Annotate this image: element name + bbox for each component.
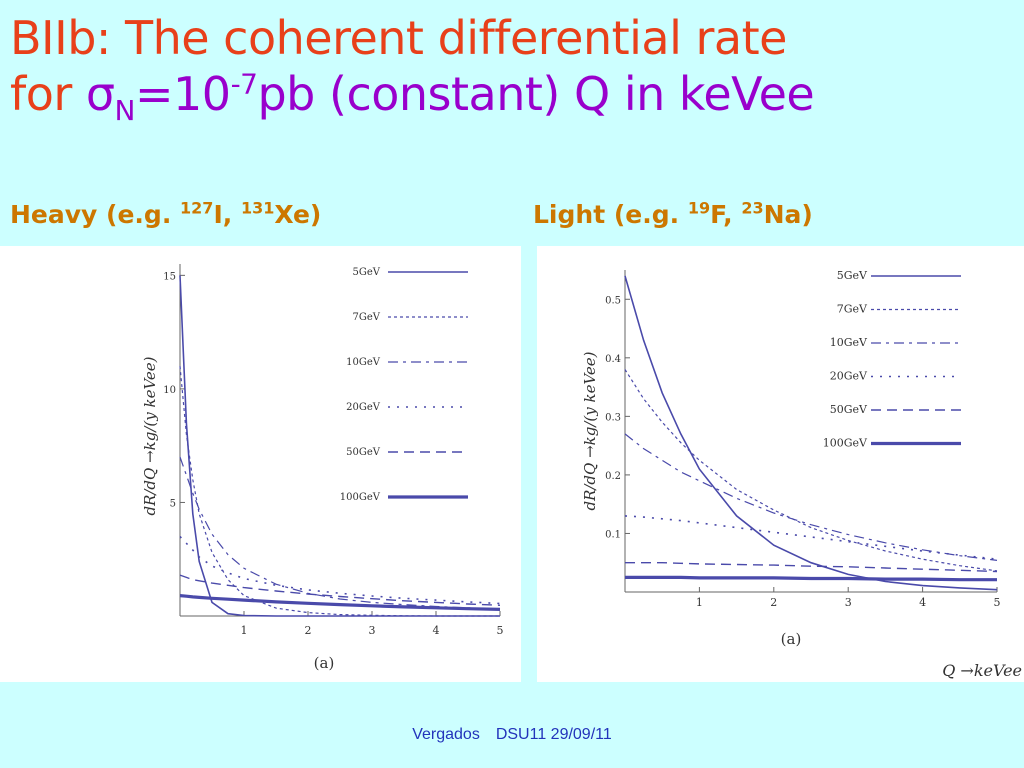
heavy-subtitle: Heavy (e.g. 127I, 131Xe) [10,200,321,229]
x-tick-label: 3 [369,624,376,637]
legend-label: 10GeV [346,357,381,368]
y-tick-label: 0.4 [605,354,621,365]
iodine-label: I, [213,200,241,229]
series-10GeV-line [624,433,998,561]
iodine-mass: 127 [180,198,214,218]
series-100GeV-line [625,575,997,582]
title-line-2: for σN=10-7pb (constant) Q in keVee [10,66,1020,125]
heavy-chart-panel: 1 2 3 4 5 5 10 15 dR/dQ →kg/(y keVee) (a) 5GeV 7GeV… [0,246,521,682]
series-5GeV-line [624,275,998,591]
legend-label: 5GeV [837,269,868,282]
legend-label: 100GeV [340,492,381,503]
xenon-mass: 131 [240,198,275,218]
title-exp: -7 [230,67,258,101]
series-5GeV-line [179,275,500,617]
legend-label: 20GeV [830,370,868,383]
series-50GeV-line [625,562,998,573]
legend-label: 50GeV [346,447,381,458]
fluorine-mass: 19 [687,198,711,218]
y-tick-label: 15 [163,271,176,282]
x-tick-label: 1 [696,596,703,609]
fluorine-label: F, [710,200,742,229]
title-eq: =10 [134,67,231,121]
legend-label: 5GeV [353,267,381,278]
xenon-label: Xe) [274,200,322,229]
y-axis-label: dR/dQ →kg/(y keVee) [141,356,159,515]
x-axis-label: Q →keVee [942,661,1022,680]
sodium-mass: 23 [741,198,764,218]
footer-author: Vergados [412,726,480,743]
x-tick-label: 4 [919,596,926,609]
y-tick-label: 10 [163,385,176,396]
series-7GeV-line [179,366,500,617]
y-tick-label: 0.3 [605,412,621,423]
series-100GeV-line [179,594,501,611]
legend-label: 100GeV [823,437,868,450]
series-7GeV-line [624,369,998,572]
light-chart: 1 2 3 4 5 0.1 0.2 0.3 0.4 0.5 dR/dQ →kg/(y keVee) Q… [581,269,1022,680]
title-for: for [10,67,86,121]
x-tick-label: 5 [497,624,504,637]
legend-label: 20GeV [346,402,381,413]
footer: Vergados DSU11 29/09/11 [0,726,1024,744]
x-tick-label: 4 [433,624,440,637]
title-line-1: BIIb: The coherent differential rate [10,11,787,65]
title-sigma: σ [85,67,115,121]
x-tick-label: 5 [994,596,1001,609]
sodium-label: Na) [763,200,813,229]
footer-event: DSU11 29/09/11 [495,726,612,743]
y-tick-label: 0.1 [605,529,621,540]
title-after-exp: pb (constant) [257,67,574,121]
legend-label: 7GeV [353,312,381,323]
x-tick-label: 3 [845,596,852,609]
slide-title: BIIb: The coherent differential rate for… [10,10,1020,125]
series-50GeV-line [179,574,501,606]
series-20GeV-line [624,515,998,560]
x-tick-label: 2 [770,596,777,609]
light-subtitle: Light (e.g. 19F, 23Na) [533,200,813,229]
y-axis-label: dR/dQ →kg/(y keVee) [581,351,599,510]
legend-label: 50GeV [830,403,868,416]
chart-caption: (a) [314,654,335,672]
series-10GeV-line [179,456,501,610]
x-tick-label: 1 [241,624,248,637]
y-tick-label: 0.2 [605,471,621,482]
x-tick-label: 2 [305,624,312,637]
heavy-label: Heavy (e.g. [10,200,181,229]
title-sigma-sub: N [114,94,136,128]
heavy-chart: 1 2 3 4 5 5 10 15 dR/dQ →kg/(y keVee) (a) 5GeV 7GeV… [141,264,504,672]
legend-label: 10GeV [830,336,868,349]
title-q: Q in keVee [574,67,815,121]
light-label: Light (e.g. [533,200,688,229]
series-20GeV-line [179,535,501,605]
chart-caption: (a) [781,630,802,648]
legend-label: 7GeV [837,303,868,316]
light-chart-panel: 1 2 3 4 5 0.1 0.2 0.3 0.4 0.5 dR/dQ →kg/(y keVee) Q… [537,246,1024,682]
y-tick-label: 5 [170,498,176,509]
y-tick-label: 0.5 [605,295,621,306]
